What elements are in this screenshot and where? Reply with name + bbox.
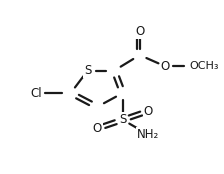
Text: O: O (161, 60, 170, 73)
Text: Cl: Cl (30, 86, 41, 100)
Text: O: O (93, 122, 102, 135)
Text: NH₂: NH₂ (137, 128, 159, 141)
Text: O: O (135, 25, 144, 38)
Text: OCH₃: OCH₃ (190, 61, 219, 71)
Text: S: S (119, 113, 126, 126)
Text: S: S (84, 64, 91, 77)
Text: O: O (144, 105, 153, 118)
